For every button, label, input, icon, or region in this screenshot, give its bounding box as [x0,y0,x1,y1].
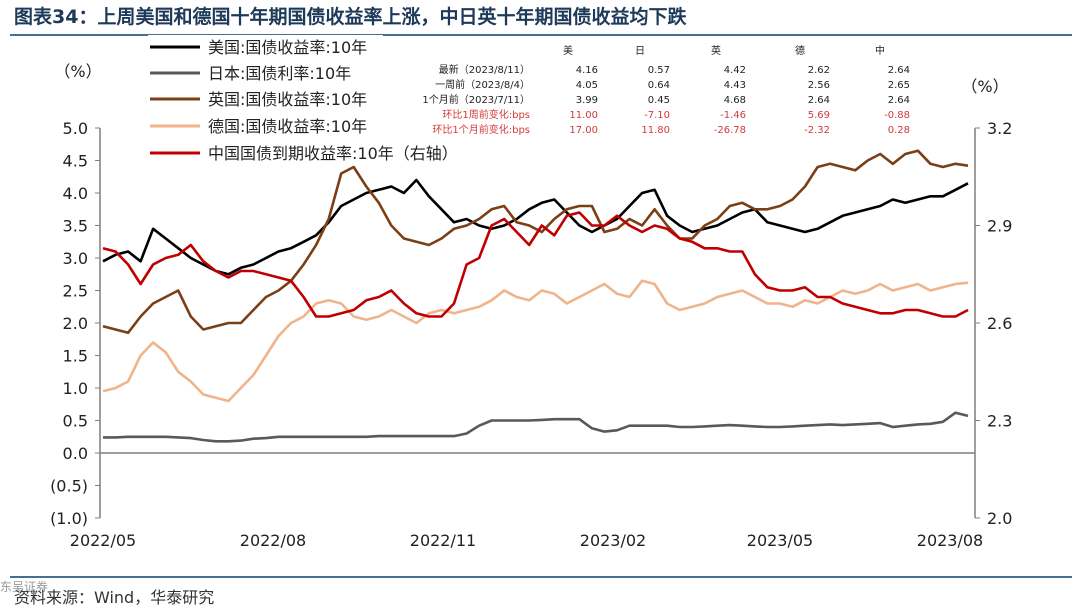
watermark-text: 东吴证券 [0,580,49,594]
table-row-label: 环比1周前变化:bps [442,108,530,121]
table-cell: -7.10 [644,110,670,121]
table-cell: 4.68 [724,95,746,106]
table-row-label: 1个月前（2023/7/11） [422,93,530,106]
left-tick-label: 2.5 [63,282,88,301]
source-note: 资料来源：Wind，华泰研究 [14,588,215,607]
left-tick-label: 1.5 [63,347,88,366]
chart-title: 图表34：上周美国和德国十年期国债收益率上涨，中日英十年期国债收益均下跌 [14,6,687,28]
left-tick-label: (0.5) [50,477,88,496]
left-tick-label: 4.0 [63,184,88,203]
line-chart: 5.0 4.5 4.0 3.5 3.0 2.5 2.0 1.5 1.0 0.5 0.0 (0.5) (1… [50,35,1013,550]
left-tick-label: 3.0 [63,249,88,268]
right-tick-label: 3.2 [987,119,1012,138]
x-tick-label: 2023/08 [917,531,983,550]
bottom-rule [10,576,1072,578]
right-tick-label: 2.0 [987,509,1012,528]
left-tick-label: 1.0 [63,379,88,398]
left-tick-label: 2.0 [63,314,88,333]
table-cell: 2.64 [888,95,910,106]
legend-bg [148,141,383,163]
table-header: 德 [795,44,805,57]
right-tick-label: 2.9 [987,217,1012,236]
table-cell: 4.16 [576,65,598,76]
table-cell: 2.56 [808,80,830,91]
left-tick-label: 4.5 [63,152,88,171]
left-tick-label: 5.0 [63,119,88,138]
table-header: 美 [563,44,573,57]
legend-bg [148,114,383,136]
table-cell: 4.43 [724,80,746,91]
table-row-label: 最新（2023/8/11） [439,63,530,76]
x-tick-label: 2023/02 [580,531,646,550]
legend-label-0: 美国:国债收益率:10年 [208,38,367,57]
table-header: 中 [875,44,885,57]
table-row-label: 环比1个月前变化:bps [432,123,530,136]
left-tick-label: (1.0) [50,509,88,528]
table-cell: -0.88 [884,110,910,121]
data-table: 美 日 英 德 中最新（2023/8/11） 4.16 0.57 4.42 2.62 2.64 一周… [405,42,930,138]
right-unit-label: （%） [961,77,1008,96]
table-cell: -26.78 [714,125,746,136]
table-cell: 3.99 [576,95,598,106]
x-tick-label: 2023/05 [747,531,813,550]
series-line-0 [102,178,969,276]
table-cell: 11.80 [641,125,670,136]
table-cell: -1.46 [720,110,746,121]
series-line-3 [102,279,969,403]
table-cell: 0.57 [648,65,670,76]
table-cell: -2.32 [804,125,830,136]
left-tick-label: 3.5 [63,217,88,236]
right-tick-label: 2.3 [987,412,1012,431]
table-cell: 0.28 [888,125,910,136]
table-cell: 2.64 [888,65,910,76]
table-cell: 17.00 [569,125,598,136]
table-header: 英 [711,44,721,57]
table-cell: 11.00 [569,110,598,121]
x-tick-label: 2022/05 [70,531,136,550]
table-row-label: 一周前（2023/8/4） [435,78,530,91]
table-bg [405,42,930,138]
legend-bg [148,87,383,109]
x-tick-label: 2022/11 [410,531,476,550]
series-line-1 [103,411,969,443]
x-tick-label: 2022/08 [240,531,306,550]
top-rule [10,34,1072,36]
right-tick-label: 2.6 [987,314,1012,333]
legend-label-4: 中国国债到期收益率:10年（右轴） [208,144,458,163]
table-cell: 4.05 [576,80,598,91]
legend-label-1: 日本:国债利率:10年 [208,64,351,83]
legend-bg [148,61,383,83]
legend-label-3: 德国:国债收益率:10年 [208,117,367,136]
legend-bg [148,35,383,57]
series-line-2 [102,149,969,335]
legend: 美国:国债收益率:10年日本:国债利率:10年英国:国债收益率:10年德国:国债… [148,35,458,163]
table-cell: 2.65 [888,80,910,91]
left-tick-label: 0.5 [63,412,88,431]
series-lines [102,149,969,443]
table-cell: 2.62 [808,65,830,76]
table-cell: 0.64 [648,80,670,91]
table-cell: 0.45 [648,95,670,106]
series-line-4 [102,211,969,318]
legend-label-2: 英国:国债收益率:10年 [208,90,367,109]
table-cell: 2.64 [808,95,830,106]
left-unit-label: （%） [54,62,101,81]
table-header: 日 [635,46,645,57]
axes: 5.0 4.5 4.0 3.5 3.0 2.5 2.0 1.5 1.0 0.5 0.0 (0.5) (1… [50,62,1012,550]
table-cell: 4.42 [724,65,746,76]
table-cell: 5.69 [808,110,830,121]
left-tick-label: 0.0 [63,444,88,463]
